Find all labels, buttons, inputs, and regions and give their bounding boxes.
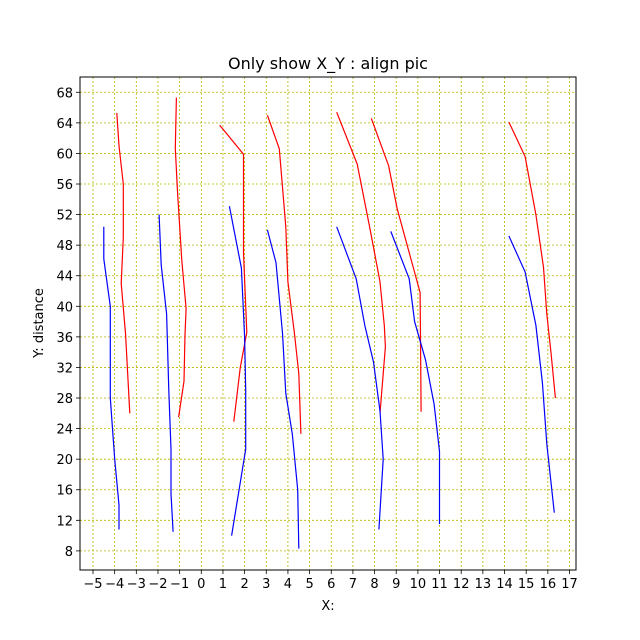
x-axis-ticks: −5 −4 −3 −2 −1 0 1 2 3 4 5 6 7 8 9 10 11 12 13 14 15 16 17 <box>83 570 578 592</box>
y-tick-label: 28 <box>56 392 73 407</box>
red-series-line <box>508 121 556 399</box>
x-tick-label: 9 <box>392 577 400 592</box>
blue-series-line <box>390 231 441 525</box>
red-series-line <box>219 124 248 422</box>
x-axis-label: X: <box>321 599 334 614</box>
x-tick-label: 0 <box>197 577 205 592</box>
red-series-line <box>116 112 131 414</box>
y-tick-label: 64 <box>56 117 73 132</box>
y-tick-label: 52 <box>56 209 73 224</box>
x-tick-label: 6 <box>327 577 335 592</box>
x-tick-label: 5 <box>305 577 313 592</box>
y-axis-label: Y: distance <box>32 288 47 359</box>
blue-series-line <box>336 226 384 530</box>
x-tick-label: 11 <box>431 577 448 592</box>
blue-series-line <box>228 206 247 536</box>
x-tick-label: 10 <box>410 577 427 592</box>
y-tick-label: 12 <box>56 514 73 529</box>
y-tick-label: 20 <box>56 453 73 468</box>
y-tick-label: 60 <box>56 147 73 162</box>
x-tick-label: 4 <box>284 577 292 592</box>
x-tick-label: 2 <box>240 577 248 592</box>
y-tick-label: 16 <box>56 484 73 499</box>
plot-frame <box>79 76 577 571</box>
y-tick-label: 44 <box>56 270 73 285</box>
x-tick-label: 13 <box>475 577 492 592</box>
red-series-line <box>174 97 187 418</box>
x-tick-label: 3 <box>262 577 270 592</box>
y-tick-label: 40 <box>56 300 73 315</box>
x-tick-label: −4 <box>105 577 124 592</box>
x-tick-label: 14 <box>496 577 513 592</box>
grid <box>80 77 576 570</box>
x-tick-label: 15 <box>518 577 535 592</box>
blue-series-line <box>158 214 174 532</box>
red-series-line <box>336 111 387 414</box>
y-tick-label: 8 <box>65 545 73 560</box>
blue-series-line <box>508 235 555 513</box>
x-tick-label: 8 <box>370 577 378 592</box>
y-tick-label: 68 <box>56 86 73 101</box>
y-tick-label: 56 <box>56 178 73 193</box>
red-series-line <box>370 118 422 412</box>
x-tick-label: 12 <box>453 577 470 592</box>
x-tick-label: −2 <box>148 577 167 592</box>
y-tick-label: 48 <box>56 239 73 254</box>
chart-title: Only show X_Y : align pic <box>228 54 428 74</box>
x-tick-label: 17 <box>561 577 578 592</box>
x-tick-label: −1 <box>170 577 189 592</box>
y-tick-label: 24 <box>56 423 73 438</box>
series-lines <box>103 97 556 549</box>
y-axis-ticks: 8 12 16 20 24 28 32 36 40 44 48 52 56 60 64 68 <box>56 86 80 560</box>
x-tick-label: 1 <box>219 577 227 592</box>
y-tick-label: 32 <box>56 361 73 376</box>
x-tick-label: 7 <box>349 577 357 592</box>
blue-series-line <box>266 229 300 549</box>
blue-series-line <box>103 226 120 530</box>
x-tick-label: −5 <box>83 577 102 592</box>
x-tick-label: −3 <box>127 577 146 592</box>
red-series-line <box>266 114 302 434</box>
y-tick-label: 36 <box>56 331 73 346</box>
x-tick-label: 16 <box>540 577 557 592</box>
